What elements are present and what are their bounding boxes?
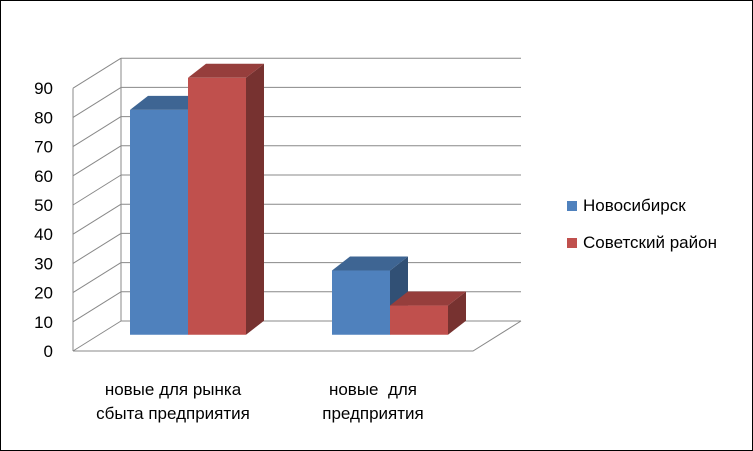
x-category-label: новые для рынка <box>105 380 242 399</box>
gridline-side <box>72 320 122 352</box>
bar-novosibirsk-0 <box>130 109 188 335</box>
bar-sovetsky-1 <box>390 305 448 335</box>
gridline-side <box>72 291 122 323</box>
bar-side-sovetsky-1 <box>448 291 466 335</box>
gridline-side <box>72 116 122 148</box>
x-category-label: новые для <box>329 380 417 399</box>
bar-top-sovetsky-0 <box>188 63 264 78</box>
x-category-label: сбыта предприятия <box>96 404 250 423</box>
legend-swatch-sovetsky <box>567 238 577 248</box>
legend-swatch-novosibirsk <box>567 201 577 211</box>
floor-outline <box>73 320 522 352</box>
gridline-side <box>72 145 122 177</box>
y-tick-label: 10 <box>34 313 53 332</box>
bar-side-sovetsky-0 <box>246 63 264 335</box>
y-tick-label: 30 <box>34 254 53 273</box>
y-tick-label: 80 <box>34 108 53 127</box>
x-category-label: предприятия <box>322 404 424 423</box>
y-tick-label: 40 <box>34 225 53 244</box>
y-tick-label: 0 <box>44 342 53 361</box>
bar-top-novosibirsk-0 <box>130 95 206 110</box>
y-tick-label: 90 <box>34 79 53 98</box>
gridline-side <box>72 174 122 206</box>
y-tick-label: 70 <box>34 138 53 157</box>
bar-top-novosibirsk-1 <box>332 256 408 271</box>
bar-novosibirsk-1 <box>332 270 390 335</box>
legend-label-novosibirsk: Новосибирск <box>583 196 686 215</box>
legend-label-sovetsky: Советский район <box>583 233 717 252</box>
y-tick-label: 20 <box>34 284 53 303</box>
y-tick-label: 60 <box>34 167 53 186</box>
bar-top-sovetsky-1 <box>390 291 466 306</box>
y-tick-label: 50 <box>34 196 53 215</box>
bar-sovetsky-0 <box>188 77 246 335</box>
gridline-side <box>72 262 122 294</box>
gridline-side <box>72 203 122 235</box>
gridline-side <box>72 232 122 264</box>
gridline-side <box>72 57 122 89</box>
gridline-side <box>72 86 122 118</box>
